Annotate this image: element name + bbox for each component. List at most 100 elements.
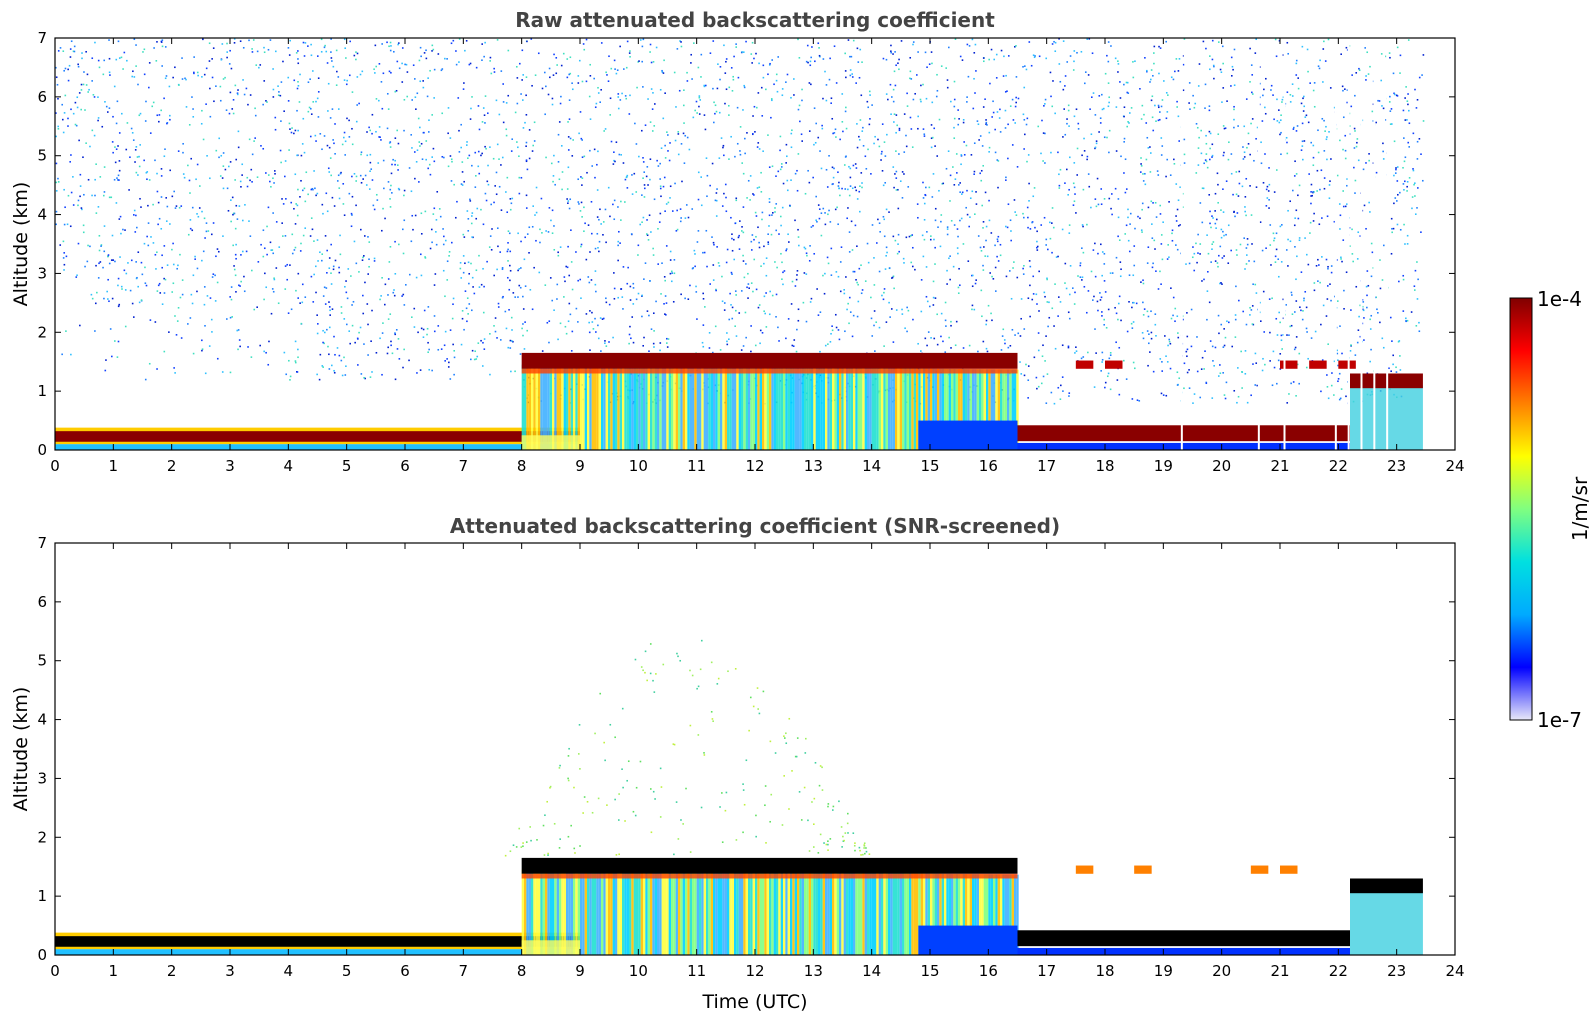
panel1-heatmap <box>55 38 1425 450</box>
x-tick-label: 6 <box>400 962 410 980</box>
x-tick-label: 17 <box>1037 457 1056 475</box>
x-tick-label: 2 <box>167 962 177 980</box>
surface-aerosol <box>55 949 569 955</box>
x-tick-label: 16 <box>979 962 998 980</box>
x-tick-label: 21 <box>1270 457 1289 475</box>
y-tick-label: 4 <box>37 711 47 729</box>
panel1-ylabel: Altitude (km) <box>10 182 32 307</box>
cloud-top-layer <box>521 352 1018 369</box>
x-tick-label: 16 <box>979 457 998 475</box>
x-tick-label: 5 <box>342 457 352 475</box>
y-tick-label: 5 <box>37 147 47 165</box>
panel1-title: Raw attenuated backscattering coefficien… <box>515 8 995 32</box>
x-tick-label: 19 <box>1154 962 1173 980</box>
x-tick-label: 23 <box>1387 457 1406 475</box>
y-tick-label: 4 <box>37 206 47 224</box>
broken-cloud-segment <box>1280 360 1298 369</box>
late-aerosol <box>1350 890 1423 955</box>
evening-surface <box>1017 442 1350 450</box>
x-tick-label: 17 <box>1037 962 1056 980</box>
x-tick-label: 1 <box>109 962 119 980</box>
noise-speckle <box>55 38 1425 405</box>
x-tick-label: 10 <box>629 962 648 980</box>
x-tick-label: 2 <box>167 457 177 475</box>
x-tick-label: 14 <box>862 457 881 475</box>
x-tick-label: 9 <box>575 962 585 980</box>
x-tick-label: 5 <box>342 962 352 980</box>
low-cloud-core <box>55 431 580 442</box>
low-cloud-core <box>55 936 580 947</box>
broken-cloud-segment <box>1309 360 1327 369</box>
data-gap-stripes <box>1180 38 1389 450</box>
broken-cloud-segment <box>1280 865 1298 874</box>
panel1-x-ticks: 0 1 2 3 4 5 6 7 8 9 10 11 12 13 14 15 16 17 18 19 20 21 22 23 24 <box>50 38 1465 475</box>
broken-cloud-segment <box>1338 360 1356 369</box>
x-tick-label: 7 <box>459 457 469 475</box>
evening-low-cloud <box>1017 930 1350 947</box>
broken-cloud-segment <box>1134 865 1152 874</box>
x-tick-label: 18 <box>1095 962 1114 980</box>
panel1-y-ticks: 0 1 2 3 4 5 6 7 <box>37 29 1455 459</box>
x-tick-label: 22 <box>1329 457 1348 475</box>
panel2-heatmap <box>55 639 1423 955</box>
evening-surface-layer <box>918 420 1018 450</box>
evening-surface <box>1017 947 1350 955</box>
y-tick-label: 2 <box>37 323 47 341</box>
x-tick-label: 19 <box>1154 457 1173 475</box>
x-tick-label: 18 <box>1095 457 1114 475</box>
broken-cloud-segment <box>1075 360 1094 369</box>
x-tick-label: 20 <box>1212 457 1231 475</box>
panel2-ylabel: Altitude (km) <box>10 687 32 812</box>
evening-low-cloud <box>1017 425 1350 442</box>
y-tick-label: 0 <box>37 946 47 964</box>
x-tick-label: 14 <box>862 962 881 980</box>
broken-cloud-segment <box>1105 360 1123 369</box>
x-tick-label: 24 <box>1445 962 1464 980</box>
x-tick-label: 12 <box>745 457 764 475</box>
morning-surface-layer <box>521 940 580 955</box>
x-tick-label: 10 <box>629 457 648 475</box>
late-cloud <box>1350 878 1423 894</box>
colorbar <box>1509 297 1533 721</box>
x-tick-label: 4 <box>284 457 294 475</box>
x-tick-label: 0 <box>50 457 60 475</box>
y-tick-label: 0 <box>37 441 47 459</box>
cloud-top-layer <box>521 857 1018 874</box>
aerosol-mixed-layer <box>521 364 1019 450</box>
broken-cloud-segment <box>1250 865 1269 874</box>
x-tick-label: 7 <box>459 962 469 980</box>
x-tick-label: 9 <box>575 457 585 475</box>
x-tick-label: 13 <box>804 962 823 980</box>
panel2-title: Attenuated backscattering coefficient (S… <box>450 514 1060 538</box>
x-tick-label: 4 <box>284 962 294 980</box>
x-tick-label: 11 <box>687 457 706 475</box>
panel2-x-ticks: 0 1 2 3 4 5 6 7 8 9 10 11 12 13 14 15 16 17 18 19 20 21 22 23 24 <box>50 543 1465 980</box>
cloud-top-base <box>521 873 1018 879</box>
y-tick-label: 6 <box>37 593 47 611</box>
x-tick-label: 1 <box>109 457 119 475</box>
x-tick-label: 15 <box>920 457 939 475</box>
colorbar-max-label: 1e-4 <box>1537 287 1582 311</box>
y-tick-label: 1 <box>37 382 47 400</box>
x-tick-label: 3 <box>225 457 235 475</box>
y-tick-label: 2 <box>37 828 47 846</box>
x-tick-label: 11 <box>687 962 706 980</box>
y-tick-label: 7 <box>37 534 47 552</box>
cloud-top-base <box>521 368 1018 374</box>
y-tick-label: 7 <box>37 29 47 47</box>
y-tick-label: 3 <box>37 264 47 282</box>
noise-speckle <box>504 639 871 857</box>
x-tick-label: 15 <box>920 962 939 980</box>
x-tick-label: 0 <box>50 962 60 980</box>
colorbar-min-label: 1e-7 <box>1537 708 1582 732</box>
x-tick-label: 8 <box>517 457 527 475</box>
morning-surface-layer <box>521 435 580 450</box>
colorbar-unit-label: 1/m/sr <box>1568 476 1592 541</box>
x-tick-label: 24 <box>1445 457 1464 475</box>
x-tick-label: 6 <box>400 457 410 475</box>
x-tick-label: 12 <box>745 962 764 980</box>
x-tick-label: 23 <box>1387 962 1406 980</box>
x-tick-label: 21 <box>1270 962 1289 980</box>
surface-aerosol <box>55 444 569 450</box>
